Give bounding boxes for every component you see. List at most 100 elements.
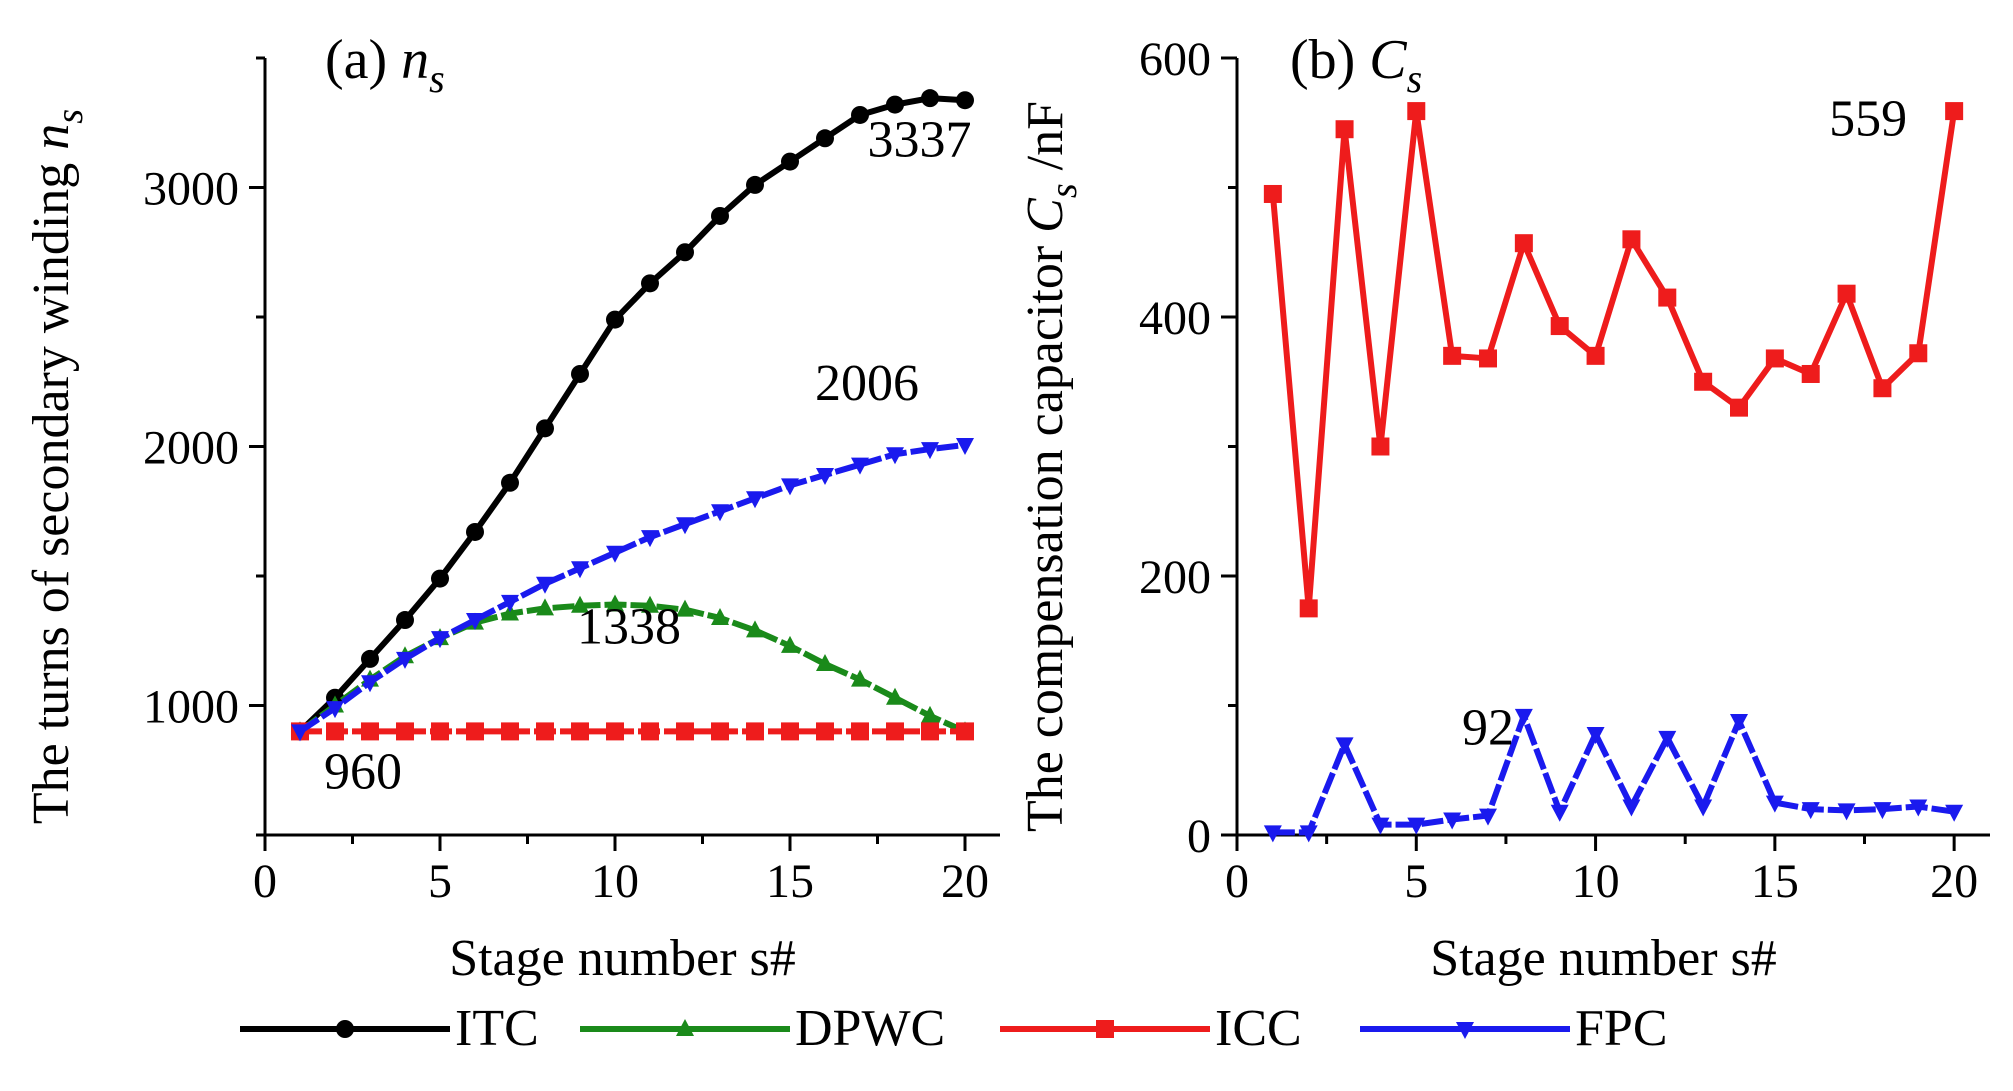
panel-a-point-dpwc [501,603,519,621]
panel-b-x-tick-label: 10 [1572,855,1620,908]
legend-item-dpwc: DPWC [580,1000,945,1057]
panel-a-point-itc [396,611,414,630]
panel-a-point-dpwc [641,595,659,613]
panel-a-point-fpc [326,701,344,719]
panel-a-y-tick-label: 3000 [143,163,239,216]
panel-b-point-fpc [1945,804,1964,822]
panel-a-point-itc [641,274,659,293]
panel-b-point-fpc [1658,730,1677,748]
panel-a-point-fpc [606,545,624,563]
panel-a-series-itc [291,89,974,741]
panel-b-point-icc [1801,364,1820,383]
panel-a-point-fpc [956,437,974,455]
panel-b-point-fpc [1299,825,1318,843]
panel-b-point-icc [1909,344,1928,363]
panel-b-point-icc [1263,184,1282,203]
panel-a-point-fpc [711,504,729,522]
panel-b-point-icc [1622,230,1641,249]
panel-b-point-fpc [1335,737,1354,755]
panel-b-y-tick-label: 600 [1139,33,1211,86]
panel-a-point-dpwc [571,595,589,613]
panel-b-point-icc [1658,288,1677,307]
panel-a-point-icc [431,722,449,741]
panel-b-series-fpc [1263,708,1964,843]
panel-a-annotation: 960 [324,743,402,800]
panel-a-point-icc [536,722,554,741]
panel-a-point-fpc [816,467,834,485]
panel-a-x-tick-label: 5 [428,855,452,908]
legend-marker-fpc [1456,1022,1474,1039]
panel-a-point-icc [851,722,869,741]
panel-a-point-fpc [501,594,519,612]
panel-b-point-fpc [1407,817,1426,835]
panel-a-chart: 0 5 10 15 20 1000 2000 3000 3337 2006 1338 960 (a) n… [23,29,1000,987]
panel-a-point-icc [711,722,729,741]
panel-a-point-itc [886,95,904,114]
panel-a-point-fpc [851,457,869,475]
panel-a-point-itc [711,206,729,225]
panel-a-point-fpc [746,491,764,509]
legend-item-itc: ITC [240,1000,539,1057]
panel-a-point-itc [606,310,624,329]
panel-b-annotation: 559 [1829,91,1907,148]
panel-a-point-dpwc [886,687,904,705]
panel-a-point-fpc [291,724,309,742]
panel-b-point-fpc [1550,804,1569,822]
panel-a-point-dpwc [536,598,554,616]
panel-a-point-fpc [781,478,799,496]
panel-b-point-icc [1873,379,1892,398]
panel-b-series-line-fpc [1272,712,1955,836]
panel-b-point-fpc [1730,714,1748,732]
panel-b-point-fpc [1694,799,1713,817]
panel-b-point-icc [1299,599,1318,618]
panel-b-point-fpc [1837,803,1856,821]
panel-a-point-dpwc [851,669,869,687]
legend-marker-dpwc [676,1019,694,1036]
panel-a-point-itc [956,91,974,110]
panel-b-point-icc [1550,317,1569,336]
panel-a-annotation: 3337 [868,111,972,168]
panel-b-title: (b) Cs [1290,29,1422,101]
panel-a-series-line-fpc [298,441,966,734]
panel-b-x-tick-label: 20 [1930,855,1978,908]
legend-label-dpwc: DPWC [795,1000,945,1057]
panel-b-point-fpc [1765,795,1784,813]
panel-b-x-tick-label: 15 [1751,855,1799,908]
legend-label-itc: ITC [455,1000,539,1057]
panel-a-point-icc [886,722,904,741]
panel-a-point-dpwc [816,654,834,672]
panel-a-point-itc [781,152,799,171]
panel-a-point-dpwc [711,607,729,625]
panel-a-x-tick-label: 15 [766,855,814,908]
panel-a-point-fpc [921,442,939,460]
panel-a-point-fpc [431,631,449,649]
panel-b-point-fpc [1586,726,1605,744]
panel-a-point-dpwc [676,599,694,617]
panel-b-x-tick-label: 5 [1404,855,1428,908]
panel-b-point-fpc [1263,825,1282,843]
panel-a-point-icc [501,722,519,741]
panel-a-point-fpc [536,576,554,594]
panel-b-y-tick-label: 0 [1187,810,1211,863]
panel-b-series-line-icc [1269,108,1958,612]
panel-b-point-fpc [1443,812,1462,830]
panel-b-point-icc [1694,372,1713,391]
legend: ITC DPWC ICC FPC [240,1000,1668,1057]
panel-a-point-itc [536,419,554,438]
panel-b-point-fpc [1514,708,1533,726]
panel-b-point-icc [1335,120,1354,139]
panel-b-point-icc [1443,346,1462,365]
panel-a-point-itc [816,129,834,148]
panel-a-point-fpc [676,517,694,535]
panel-a-series-icc [291,722,974,741]
panel-b-y-axis-label: The compensation capacitor Cs /nF [1017,101,1085,832]
panel-b-point-fpc [1622,799,1641,817]
panel-a-point-icc [606,722,624,741]
panel-a-x-tick-label: 0 [253,855,277,908]
panel-b-point-fpc [1801,802,1820,820]
panel-a-point-dpwc [746,620,764,638]
panel-b-point-icc [1479,349,1497,368]
panel-a-point-itc [571,364,589,383]
panel-a-annotation: 2006 [815,355,919,412]
